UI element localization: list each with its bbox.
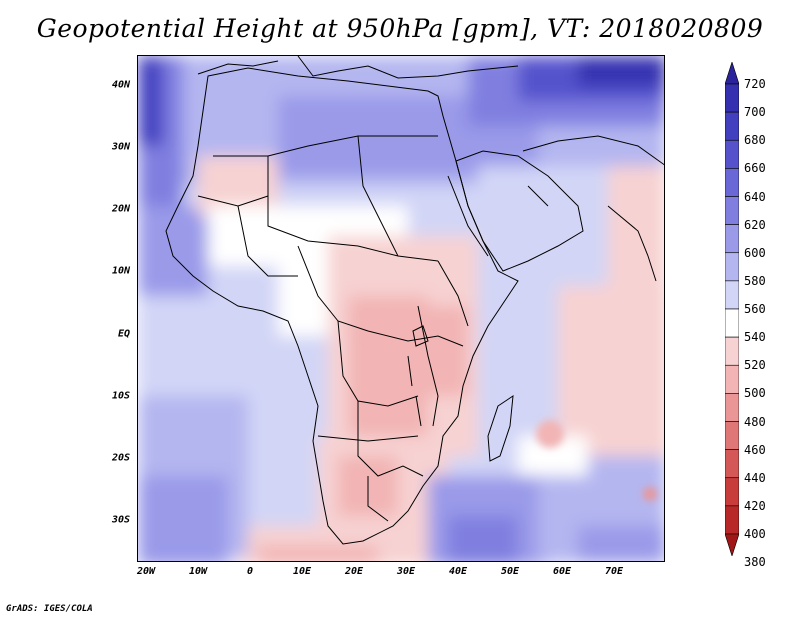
colorbar-swatch [725, 336, 739, 366]
colorbar-swatch [725, 505, 739, 535]
colorbar [725, 62, 739, 556]
colorbar-swatch [725, 196, 739, 225]
lat-label-30s: 30S [111, 514, 130, 526]
colorbar-swatch [725, 393, 739, 422]
colorbar-label: 600 [744, 245, 766, 260]
lat-label-20n: 20N [111, 203, 130, 215]
colorbar-label: 460 [744, 442, 766, 457]
lon-label-50e: 50E [500, 566, 520, 577]
colorbar-swatch [725, 280, 739, 310]
colorbar-label: 680 [744, 133, 766, 148]
lon-label-40e: 40E [448, 566, 468, 577]
lon-label-20w: 20W [136, 566, 156, 577]
lat-label-20s: 20S [111, 452, 130, 464]
colorbar-top-arrow [725, 62, 739, 85]
geopotential-field [138, 56, 664, 561]
lat-label-10n: 10N [111, 265, 130, 277]
colorbar-label: 540 [744, 330, 766, 345]
colorbar-label: 700 [744, 105, 766, 120]
colorbar-swatch [725, 139, 739, 169]
lat-label-40n: 40N [111, 79, 130, 91]
colorbar-label: 440 [744, 470, 766, 485]
colorbar-swatch [725, 111, 739, 141]
colorbar-label: 520 [744, 358, 766, 373]
colorbar-swatch [725, 421, 739, 450]
colorbar-label: 500 [744, 386, 766, 401]
lon-label-60e: 60E [552, 566, 572, 577]
colorbar-label: 660 [744, 161, 766, 176]
lat-label-eq: EQ [117, 328, 130, 340]
lon-label-20e: 20E [344, 566, 364, 577]
colorbar-label: 640 [744, 189, 766, 204]
colorbar-label: 720 [744, 77, 766, 91]
lon-label-70e: 70E [604, 566, 624, 577]
colorbar-swatch [725, 477, 739, 507]
lon-label-0: 0 [246, 566, 254, 577]
coastlines [165, 56, 664, 545]
colorbar-swatch [725, 449, 739, 479]
lat-label-10s: 10S [111, 390, 130, 402]
lon-label-10w: 10W [188, 566, 208, 577]
colorbar-label: 420 [744, 498, 766, 513]
grads-credit: GrADS: IGES/COLA [6, 604, 93, 614]
colorbar-label: 400 [744, 527, 766, 541]
colorbar-swatch [725, 308, 739, 338]
lon-label-30e: 30E [396, 566, 416, 577]
lat-label-30n: 30N [111, 141, 130, 153]
colorbar-swatch [725, 83, 739, 113]
colorbar-swatch [725, 252, 739, 282]
lon-label-10e: 10E [292, 566, 312, 577]
colorbar-label: 580 [744, 273, 766, 288]
map-title: Geopotential Height at 950hPa [gpm], VT:… [36, 14, 764, 43]
colorbar-bottom-arrow [725, 533, 739, 556]
colorbar-label: 480 [744, 414, 766, 429]
map-plot-area [137, 55, 665, 562]
colorbar-swatch [725, 168, 739, 197]
colorbar-label: 620 [744, 217, 766, 232]
colorbar-label: 560 [744, 302, 766, 316]
colorbar-swatch [725, 364, 739, 394]
colorbar-swatch [725, 224, 739, 254]
colorbar-label: 380 [744, 555, 766, 570]
